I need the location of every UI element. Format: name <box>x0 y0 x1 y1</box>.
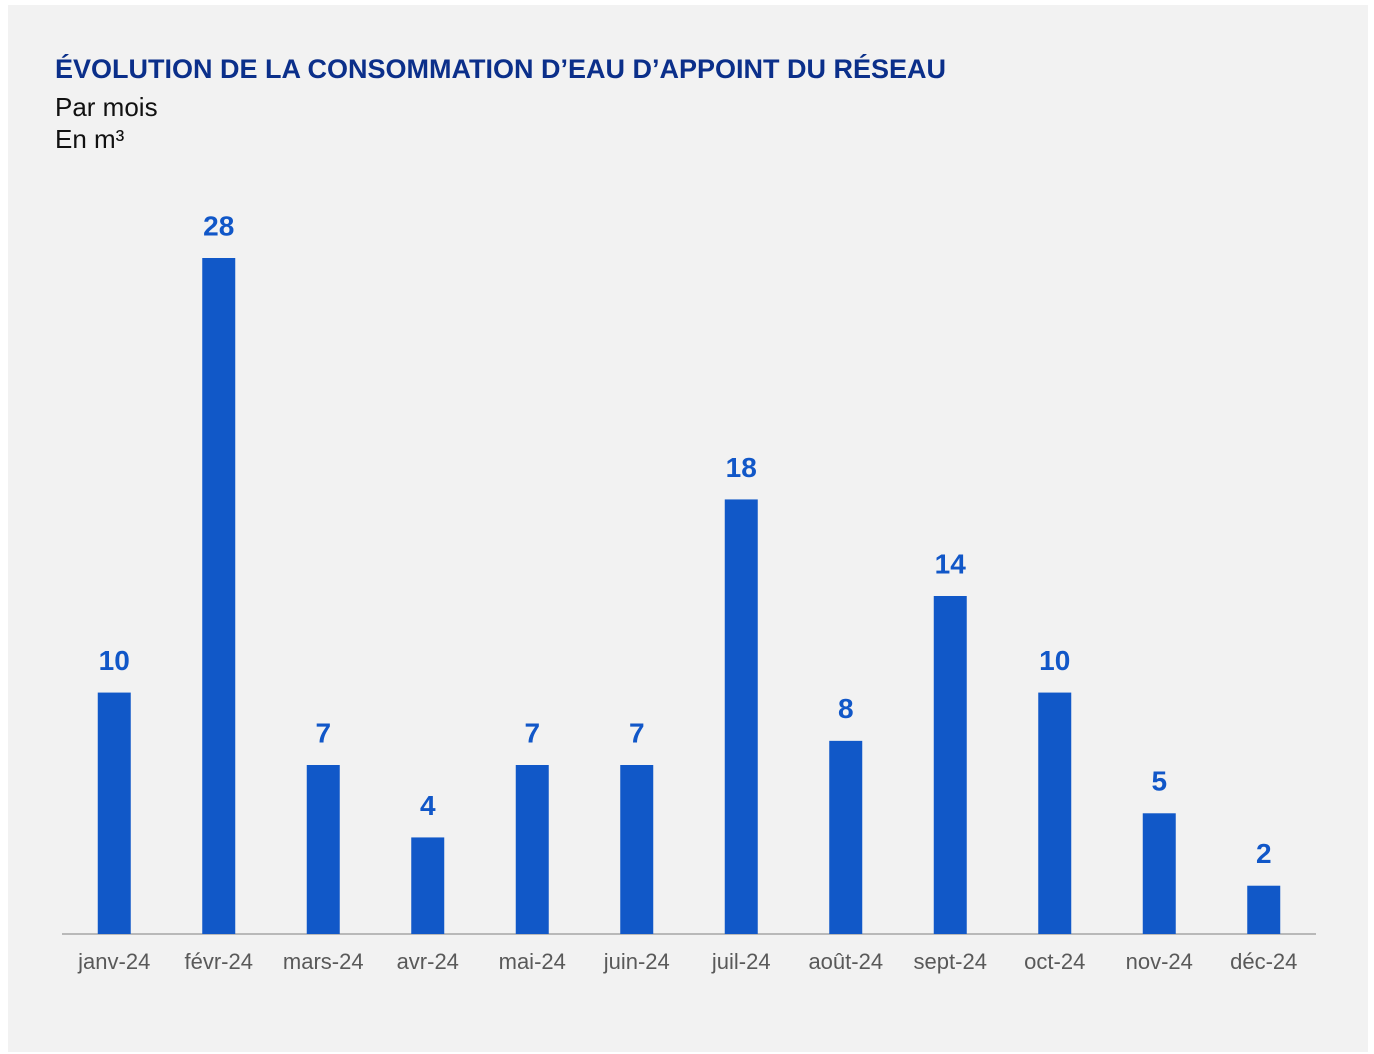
data-label: 28 <box>203 210 234 241</box>
data-label: 10 <box>1039 645 1070 676</box>
data-label: 10 <box>99 645 130 676</box>
x-tick-label: janv-24 <box>77 949 150 974</box>
data-label: 18 <box>726 452 757 483</box>
data-label: 5 <box>1151 766 1167 797</box>
x-tick-label: juil-24 <box>711 949 771 974</box>
bar <box>829 740 863 934</box>
x-tick-label: sept-24 <box>914 949 987 974</box>
data-label: 4 <box>420 790 436 821</box>
bar <box>933 596 967 934</box>
x-tick-label: août-24 <box>808 949 883 974</box>
bar <box>202 258 236 934</box>
x-tick-label: oct-24 <box>1024 949 1085 974</box>
x-tick-label: nov-24 <box>1126 949 1193 974</box>
data-label: 7 <box>315 717 331 748</box>
x-tick-label: avr-24 <box>397 949 459 974</box>
data-label: 7 <box>629 717 645 748</box>
bar <box>411 837 445 934</box>
data-label: 2 <box>1256 838 1272 869</box>
data-label: 14 <box>935 548 967 579</box>
bar <box>620 765 654 934</box>
x-tick-label: mai-24 <box>499 949 566 974</box>
chart-subtitle: En m³ <box>55 124 125 154</box>
bar <box>97 692 131 934</box>
data-label: 7 <box>524 717 540 748</box>
chart-subtitle: Par mois <box>55 92 158 122</box>
bar <box>1038 692 1072 934</box>
data-label: 8 <box>838 693 854 724</box>
bar <box>1247 885 1281 934</box>
bar <box>724 499 758 934</box>
bar <box>1142 813 1176 934</box>
x-tick-label: févr-24 <box>185 949 253 974</box>
chart-title: ÉVOLUTION DE LA CONSOMMATION D’EAU D’APP… <box>55 53 946 84</box>
bar <box>306 765 340 934</box>
bar <box>515 765 549 934</box>
x-tick-label: déc-24 <box>1230 949 1297 974</box>
x-tick-label: juin-24 <box>603 949 670 974</box>
x-tick-label: mars-24 <box>283 949 364 974</box>
